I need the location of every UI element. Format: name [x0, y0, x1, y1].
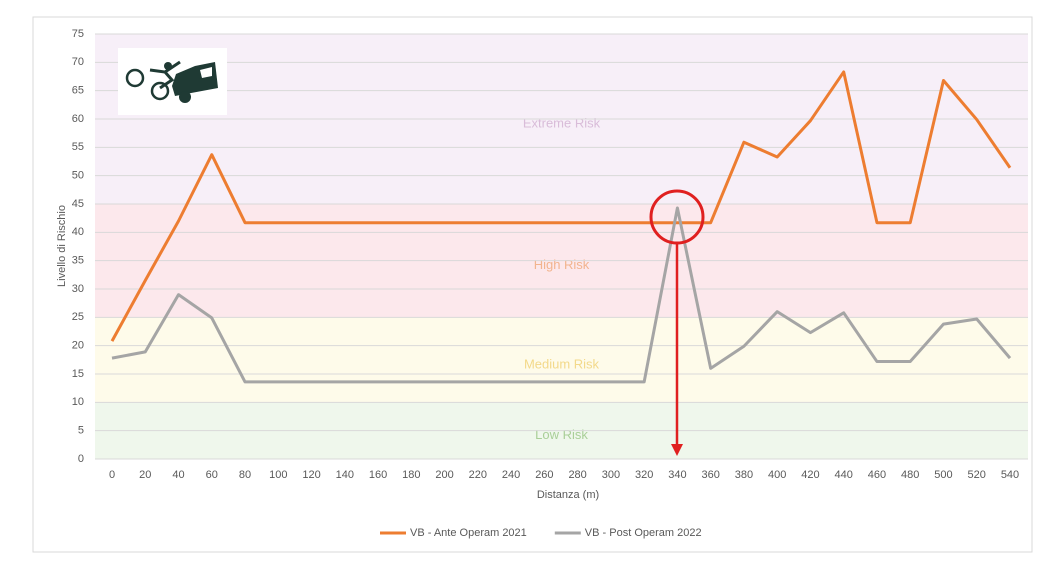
y-axis-label: Livello di Rischio — [56, 205, 68, 287]
y-tick-label: 40 — [72, 226, 84, 238]
icon — [118, 48, 227, 115]
series-line — [110, 70, 1012, 342]
y-tick-label: 55 — [72, 141, 84, 153]
x-tick-label: 420 — [801, 469, 819, 481]
y-tick-label: 5 — [78, 425, 84, 437]
x-tick-label: 240 — [502, 469, 520, 481]
x-tick-label: 60 — [206, 469, 218, 481]
y-tick-label: 65 — [72, 85, 84, 97]
x-tick-label: 220 — [469, 469, 487, 481]
y-tick-label: 10 — [72, 396, 84, 408]
x-tick-label: 80 — [239, 469, 251, 481]
x-tick-label: 260 — [535, 469, 553, 481]
x-tick-label: 140 — [336, 469, 354, 481]
annotation — [649, 189, 705, 456]
x-tick-label: 540 — [1001, 469, 1019, 481]
y-tick-label: 45 — [72, 198, 84, 210]
x-tick-label: 20 — [139, 469, 151, 481]
x-tick-label: 100 — [269, 469, 287, 481]
band-label: High Risk — [534, 257, 590, 272]
series-line — [111, 206, 1012, 384]
x-tick-label: 0 — [109, 469, 115, 481]
lines — [110, 70, 1012, 384]
x-tick-label: 500 — [934, 469, 952, 481]
x-tick-label: 180 — [402, 469, 420, 481]
x-tick-label: 200 — [435, 469, 453, 481]
x-tick-label: 40 — [172, 469, 184, 481]
x-tick-label: 160 — [369, 469, 387, 481]
x-tick-label: 320 — [635, 469, 653, 481]
x-tick-label: 300 — [602, 469, 620, 481]
bands: Extreme Risk High Risk Medium Risk Low Risk — [95, 34, 1028, 459]
y-tick-label: 20 — [72, 340, 84, 352]
x-tick-label: 280 — [568, 469, 586, 481]
x-tick-label: 400 — [768, 469, 786, 481]
x-tick-label: 440 — [835, 469, 853, 481]
y-tick-label: 0 — [78, 453, 84, 465]
x-tick-label: 360 — [701, 469, 719, 481]
y-tick-label: 35 — [72, 255, 84, 267]
y-tick-label: 60 — [72, 113, 84, 125]
grid: 0 5 10 15 20 25 30 35 40 45 50 55 60 65 70 75 0 20 40 60 80 1… — [72, 28, 1028, 481]
x-tick-label: 460 — [868, 469, 886, 481]
x-tick-label: 120 — [302, 469, 320, 481]
x-tick-label: 380 — [735, 469, 753, 481]
y-tick-label: 15 — [72, 368, 84, 380]
legend: VB - Ante Operam 2021 VB - Post Operam 20… — [380, 527, 702, 539]
legend-label: VB - Ante Operam 2021 — [410, 527, 527, 539]
y-tick-label: 50 — [72, 170, 84, 182]
x-axis-label: Distanza (m) — [537, 489, 599, 501]
band-label: Extreme Risk — [523, 115, 601, 130]
x-tick-label: 480 — [901, 469, 919, 481]
y-tick-label: 75 — [72, 28, 84, 40]
y-tick-label: 30 — [72, 283, 84, 295]
y-tick-label: 70 — [72, 56, 84, 68]
x-tick-label: 340 — [668, 469, 686, 481]
band-label: Low Risk — [535, 427, 588, 442]
legend-label: VB - Post Operam 2022 — [585, 527, 702, 539]
band-label: Medium Risk — [524, 356, 600, 371]
risk-band — [95, 317, 1028, 403]
y-tick-label: 25 — [72, 311, 84, 323]
x-tick-label: 520 — [968, 469, 986, 481]
